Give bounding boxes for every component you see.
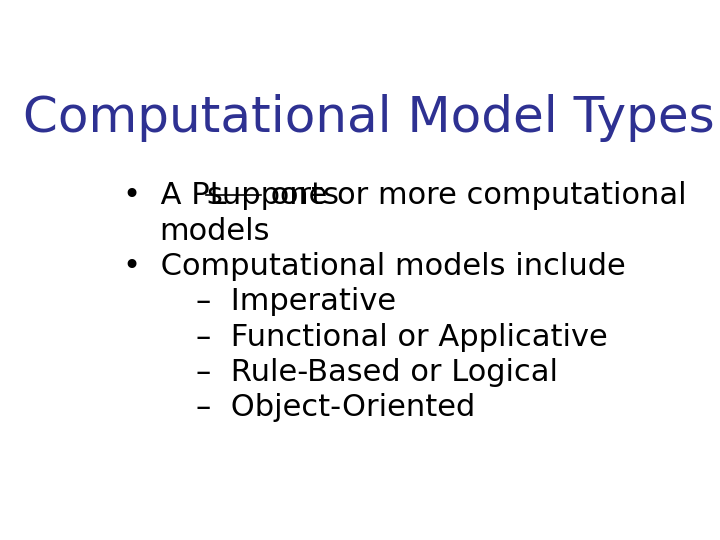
Text: –  Object-Oriented: – Object-Oriented [196, 393, 475, 422]
Text: –  Rule-Based or Logical: – Rule-Based or Logical [196, 358, 558, 387]
Text: one or more computational: one or more computational [261, 181, 686, 210]
Text: models: models [160, 217, 270, 246]
Text: •  Computational models include: • Computational models include [124, 252, 626, 281]
Text: supports: supports [206, 181, 339, 210]
Text: Computational Model Types: Computational Model Types [23, 94, 715, 142]
Text: •  A PL: • A PL [124, 181, 237, 210]
Text: –  Functional or Applicative: – Functional or Applicative [196, 322, 608, 352]
Text: –  Imperative: – Imperative [196, 287, 396, 316]
